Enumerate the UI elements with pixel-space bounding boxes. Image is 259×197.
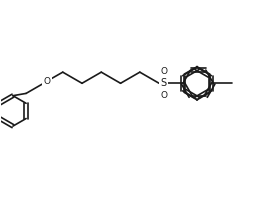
Text: O: O <box>160 67 167 76</box>
Text: S: S <box>161 78 167 88</box>
Text: O: O <box>44 77 51 86</box>
Text: O: O <box>160 91 167 100</box>
